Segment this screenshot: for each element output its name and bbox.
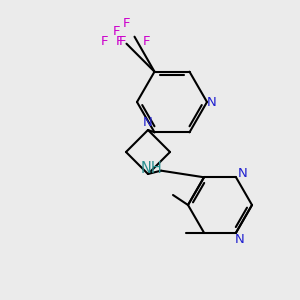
Text: F: F (101, 35, 108, 48)
Text: F: F (116, 35, 123, 48)
Text: NH: NH (140, 161, 162, 176)
Text: N: N (235, 233, 245, 246)
Text: N: N (238, 167, 248, 180)
Text: N: N (143, 116, 153, 128)
Text: F: F (119, 35, 126, 48)
Text: N: N (207, 95, 217, 109)
Text: F: F (113, 25, 120, 38)
Text: F: F (123, 17, 130, 30)
Text: F: F (143, 35, 150, 48)
